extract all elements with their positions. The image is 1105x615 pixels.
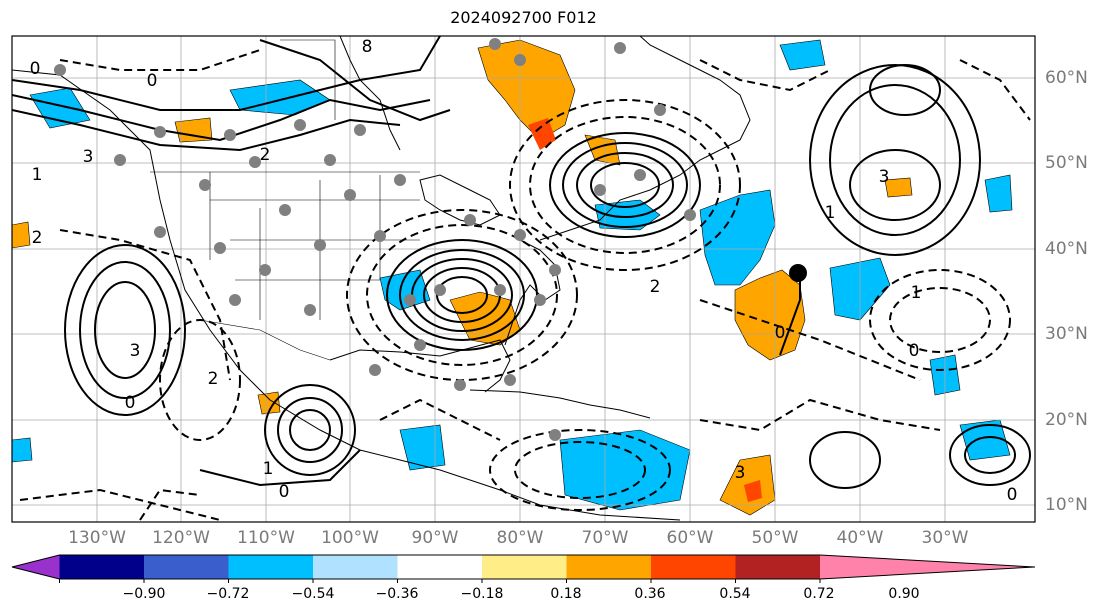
map-frame [11,35,1036,523]
graticule [12,36,1035,522]
colorbar-tick-label: −0.18 [460,586,504,602]
longitude-label: 30°W [921,528,969,548]
colorbar-bin [397,555,483,579]
contour-label: 0 [775,323,786,343]
latitude-label: 40°N [1045,239,1088,259]
colorbar-tick-label: −0.90 [122,586,166,602]
contour-label: 1 [911,283,922,303]
contour-label: 2 [32,228,43,248]
contour-label: 0 [909,341,920,361]
colorbar-bin [566,555,652,579]
contour-label: 1 [32,165,43,185]
contour-label: 1 [263,459,274,479]
contour-label: 3 [130,341,141,361]
colorbar-tick-label: −0.72 [206,586,250,602]
colorbar-tick-label: −0.36 [375,586,419,602]
longitude-label: 130°W [68,528,126,548]
colorbar-bin [144,555,229,579]
contour-label: 1 [825,203,836,223]
contour-label: 8 [362,37,373,57]
latitude-label: 20°N [1045,410,1088,430]
colorbar-tick-label: 0.90 [888,586,920,602]
longitude-label: 90°W [411,528,459,548]
colorbar-bin [59,555,145,579]
colorbar-bin [735,555,821,579]
positive-contours [12,36,1031,489]
latitude-label: 50°N [1045,153,1088,173]
contour-label: 2 [260,145,271,165]
colorbar-tick-label: 0.54 [719,586,751,602]
station-markers [54,38,696,441]
longitude-label: 100°W [321,528,379,548]
contour-label: 3 [879,167,890,187]
political-borders [150,39,420,361]
latitude-label: 60°N [1045,68,1088,88]
longitude-label: 80°W [496,528,544,548]
contour-label: 0 [279,482,290,502]
shaded-anomaly-regions [12,39,1013,516]
colorbar [11,554,1036,583]
colorbar-tick-label: 0.72 [803,586,835,602]
longitude-label: 50°W [751,528,799,548]
contour-labels: 0 0 8 2 3 1 2 3 0 2 3 1 1 0 1 2 0 0 3 0 [30,37,1018,505]
highlight-marker [789,264,807,282]
contour-label: 0 [125,393,136,413]
contour-label: 0 [147,71,158,91]
contour-label: 2 [650,277,661,297]
contour-label: 2 [208,369,219,389]
longitude-label: 40°W [836,528,884,548]
latitude-label: 30°N [1045,324,1088,344]
colorbar-tick-label: 0.36 [634,586,666,602]
longitude-label: 70°W [581,528,629,548]
colorbar-tick-label: 0.18 [550,586,582,602]
longitude-label: 110°W [237,528,295,548]
longitude-label: 60°W [666,528,714,548]
latitude-label: 10°N [1045,495,1088,515]
colorbar-bin [313,555,398,579]
colorbar-tick-label: −0.54 [291,586,335,602]
contour-label: 3 [735,463,746,483]
contour-label: 0 [30,59,41,79]
longitude-label: 120°W [152,528,210,548]
colorbar-bin [482,555,567,579]
contour-label: 3 [83,147,94,167]
colorbar-bin [228,555,314,579]
contour-label: 0 [1007,485,1018,505]
colorbar-bin [651,555,736,579]
map-title: 2024092700 F012 [450,8,597,27]
colorbar-extension-low [12,555,60,579]
colorbar-extension-high [820,555,1035,579]
negative-contours [19,49,1031,521]
